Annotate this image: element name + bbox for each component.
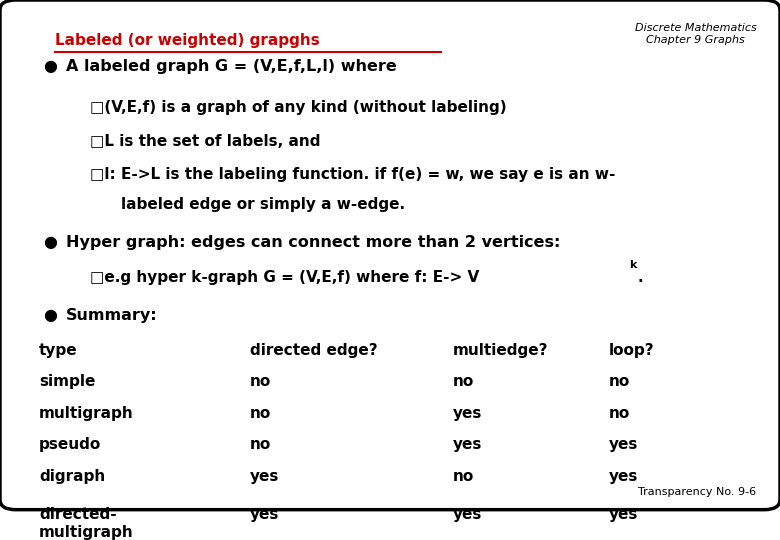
- Text: multiedge?: multiedge?: [452, 342, 548, 357]
- Text: type: type: [39, 342, 78, 357]
- Text: ●: ●: [43, 235, 57, 251]
- Text: □L is the set of labels, and: □L is the set of labels, and: [90, 133, 321, 148]
- Text: ●: ●: [43, 308, 57, 323]
- Text: loop?: loop?: [608, 342, 654, 357]
- Text: directed edge?: directed edge?: [250, 342, 378, 357]
- Text: Labeled (or weighted) grapghs: Labeled (or weighted) grapghs: [55, 33, 319, 48]
- Text: yes: yes: [608, 507, 638, 522]
- Text: no: no: [452, 374, 473, 389]
- Text: yes: yes: [452, 507, 482, 522]
- Text: multigraph: multigraph: [39, 406, 133, 421]
- Text: .: .: [637, 269, 643, 285]
- Text: ●: ●: [43, 59, 57, 73]
- Text: directed-
multigraph: directed- multigraph: [39, 507, 133, 539]
- Text: □e.g hyper k-graph G = (V,E,f) where f: E-> V: □e.g hyper k-graph G = (V,E,f) where f: …: [90, 269, 479, 285]
- Text: no: no: [608, 374, 629, 389]
- Text: pseudo: pseudo: [39, 437, 101, 453]
- Text: A labeled graph G = (V,E,f,L,l) where: A labeled graph G = (V,E,f,L,l) where: [66, 59, 397, 73]
- Text: no: no: [452, 469, 473, 484]
- Text: yes: yes: [452, 437, 482, 453]
- Text: yes: yes: [452, 406, 482, 421]
- Text: yes: yes: [250, 469, 279, 484]
- Text: Transparency No. 9-6: Transparency No. 9-6: [639, 487, 757, 497]
- Text: no: no: [250, 374, 271, 389]
- Text: no: no: [250, 437, 271, 453]
- Text: Summary:: Summary:: [66, 308, 158, 323]
- Text: Discrete Mathematics
Chapter 9 Graphs: Discrete Mathematics Chapter 9 Graphs: [635, 23, 757, 44]
- Text: Hyper graph: edges can connect more than 2 vertices:: Hyper graph: edges can connect more than…: [66, 235, 561, 251]
- Text: labeled edge or simply a w-edge.: labeled edge or simply a w-edge.: [121, 197, 405, 212]
- Text: yes: yes: [250, 507, 279, 522]
- Text: simple: simple: [39, 374, 95, 389]
- Text: k: k: [629, 260, 636, 271]
- Text: no: no: [608, 406, 629, 421]
- Text: digraph: digraph: [39, 469, 105, 484]
- Text: □(V,E,f) is a graph of any kind (without labeling): □(V,E,f) is a graph of any kind (without…: [90, 100, 506, 116]
- Text: yes: yes: [608, 469, 638, 484]
- FancyBboxPatch shape: [0, 0, 780, 510]
- Text: □l: E->L is the labeling function. if f(e) = w, we say e is an w-: □l: E->L is the labeling function. if f(…: [90, 167, 615, 181]
- Text: no: no: [250, 406, 271, 421]
- Text: yes: yes: [608, 437, 638, 453]
